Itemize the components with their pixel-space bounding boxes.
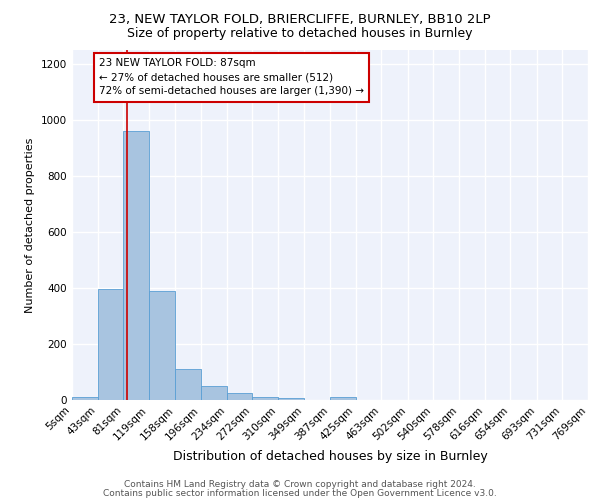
Bar xyxy=(175,369,201,400)
Text: 23, NEW TAYLOR FOLD, BRIERCLIFFE, BURNLEY, BB10 2LP: 23, NEW TAYLOR FOLD, BRIERCLIFFE, BURNLE… xyxy=(109,12,491,26)
Bar xyxy=(330,397,356,400)
X-axis label: Distribution of detached houses by size in Burnley: Distribution of detached houses by size … xyxy=(173,450,487,463)
Y-axis label: Number of detached properties: Number of detached properties xyxy=(25,138,35,312)
Bar xyxy=(124,131,149,400)
Text: Contains HM Land Registry data © Crown copyright and database right 2024.: Contains HM Land Registry data © Crown c… xyxy=(124,480,476,489)
Bar xyxy=(227,393,253,400)
Text: 23 NEW TAYLOR FOLD: 87sqm
← 27% of detached houses are smaller (512)
72% of semi: 23 NEW TAYLOR FOLD: 87sqm ← 27% of detac… xyxy=(99,58,364,96)
Bar xyxy=(278,398,304,400)
Bar xyxy=(253,396,278,400)
Bar xyxy=(201,386,227,400)
Text: Size of property relative to detached houses in Burnley: Size of property relative to detached ho… xyxy=(127,28,473,40)
Text: Contains public sector information licensed under the Open Government Licence v3: Contains public sector information licen… xyxy=(103,488,497,498)
Bar xyxy=(72,397,98,400)
Bar xyxy=(98,290,124,400)
Bar xyxy=(149,291,175,400)
